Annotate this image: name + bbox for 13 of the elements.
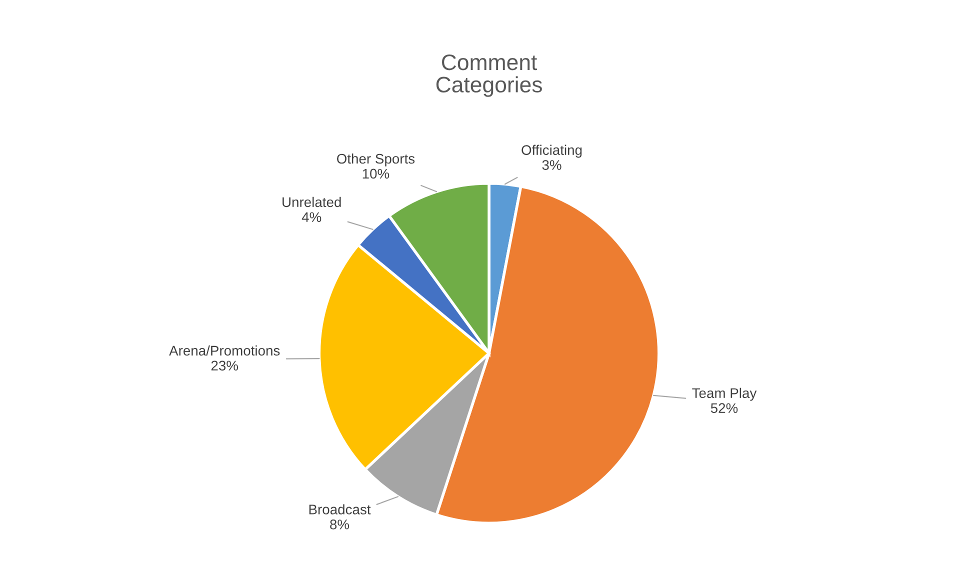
slice-label: Broadcast [309,504,371,514]
data-label: 10% [362,168,390,179]
data-label: 3% [542,160,562,170]
data-label: 52% [710,403,738,414]
data-label: 4% [302,212,322,222]
slice-label: Arena/Promotions [169,345,280,356]
slice-label: Officiating [522,144,582,158]
data-label: 23% [211,360,238,371]
chart-title: Comment Categories [436,54,542,97]
slice-label: Other Sports [337,153,415,166]
slice-label: Team Play [692,388,757,401]
slice-label: Unrelated [282,196,341,208]
data-label: 8% [330,520,350,530]
